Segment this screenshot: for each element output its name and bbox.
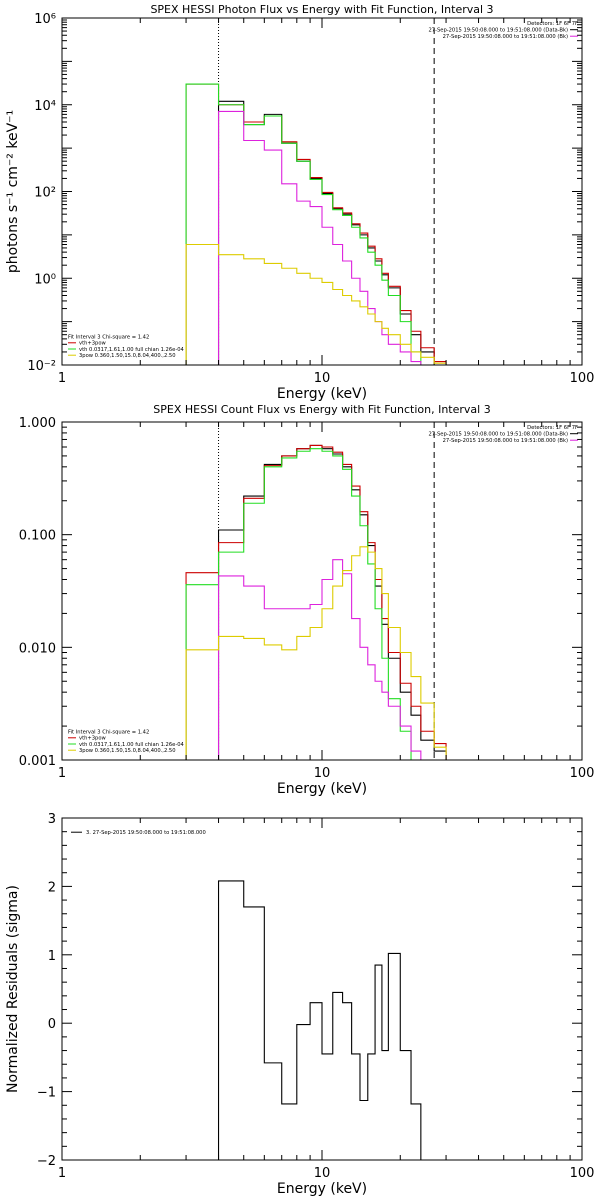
series-line — [217, 110, 422, 365]
chart-title: SPEX HESSI Photon Flux vs Energy with Fi… — [150, 3, 493, 16]
x-tick-label: 1 — [58, 766, 66, 781]
legend-top: 3. 27-Sep-2015 19:50:08.000 to 19:51:08.… — [71, 830, 206, 836]
chart-panel-3: 1 10 100 −2 −1 0 1 2 3 Energy (keV) Normalized Res… — [5, 812, 594, 1197]
x-axis-label: Energy (keV) — [277, 1181, 367, 1197]
y-tick-label: 2 — [48, 880, 56, 895]
legend-heading: Fit Interval 3 Chi-square = 1.42 — [68, 334, 149, 340]
series-line — [185, 243, 447, 365]
x-tick-label: 100 — [570, 766, 595, 781]
legend-heading: Fit Interval 3 Chi-square = 1.42 — [68, 729, 149, 735]
y-tick-label: 1.000 — [19, 416, 56, 431]
y-tick-label: 10⁰ — [34, 272, 56, 287]
legend-entry: 3. 27-Sep-2015 19:50:08.000 to 19:51:08.… — [86, 830, 206, 836]
x-tick-label: 100 — [570, 371, 595, 386]
series-line — [185, 83, 422, 365]
x-axis-label: Energy (keV) — [277, 386, 367, 402]
y-tick-label: 10⁻² — [27, 359, 56, 374]
legend-entry: vth+3pow — [79, 736, 107, 742]
x-axis-label: Energy (keV) — [277, 781, 367, 797]
legend-bottom: Fit Interval 3 Chi-square = 1.42vth+3pow… — [68, 729, 184, 754]
y-tick-label: 1 — [48, 949, 56, 964]
legend-entry: vth+3pow — [79, 341, 107, 347]
y-tick-label: 0.010 — [19, 641, 56, 656]
y-tick-label: 10⁴ — [34, 99, 56, 114]
series-line — [185, 448, 421, 760]
y-tick-label: −1 — [37, 1086, 56, 1101]
series-group — [185, 448, 421, 760]
legend-entry: 3pow 0.360,1.50,15.0,8.04,400.,2.50 — [79, 353, 176, 359]
series-line — [185, 83, 447, 365]
y-tick-label: 3 — [48, 812, 56, 827]
series-group — [185, 243, 447, 365]
y-axis-label: Normalized Residuals (sigma) — [5, 885, 21, 1093]
legend-entry: 3pow 0.360,1.50,15.0,8.04,400.,2.50 — [79, 748, 176, 754]
y-tick-label: 0.001 — [19, 754, 56, 769]
x-tick-label: 1 — [58, 1166, 66, 1181]
x-tick-label: 10 — [314, 371, 331, 386]
y-tick-label: 10² — [34, 186, 56, 201]
legend-entry: 27-Sep-2015 19:50:08.000 to 19:51:08.000… — [428, 432, 568, 438]
legend-entry: vth 0.0317,1.61,1.00 full chian 1.26e-04 — [79, 742, 184, 748]
legend-entry: 27-Sep-2015 19:50:08.000 to 19:51:08.000… — [443, 438, 568, 444]
series-group — [185, 83, 422, 365]
x-tick-label: 10 — [314, 766, 331, 781]
chart-panel-1: SPEX HESSI Photon Flux vs Energy with Fi… — [5, 3, 594, 402]
chart-title: SPEX HESSI Count Flux vs Energy with Fit… — [153, 403, 490, 416]
chart-panel-2: SPEX HESSI Count Flux vs Energy with Fit… — [19, 403, 595, 797]
legend-bottom: Fit Interval 3 Chi-square = 1.42vth+3pow… — [68, 334, 184, 359]
series-group — [185, 83, 447, 365]
series-group — [217, 559, 422, 760]
series-group — [217, 880, 435, 1160]
legend-heading: Detectors: 1F 6F 7F — [527, 21, 578, 27]
y-tick-label: 0.100 — [19, 529, 56, 544]
x-tick-label: 10 — [314, 1166, 331, 1181]
x-tick-label: 100 — [570, 1166, 595, 1181]
plot-frame — [61, 817, 583, 1161]
series-line — [217, 559, 422, 760]
series-group — [217, 110, 422, 365]
series-group — [185, 546, 447, 760]
legend-entry: 27-Sep-2015 19:50:08.000 to 19:51:08.000… — [428, 28, 568, 34]
x-tick-label: 1 — [58, 371, 66, 386]
legend-entry: 27-Sep-2015 19:50:08.000 to 19:51:08.000… — [443, 34, 568, 40]
legend-heading: Detectors: 1F 6F 7F — [527, 425, 578, 431]
series-line — [185, 546, 447, 760]
y-axis-label: photons s⁻¹ cm⁻² keV⁻¹ — [5, 110, 21, 273]
series-line — [217, 880, 435, 1160]
y-tick-label: −2 — [37, 1154, 56, 1169]
legend-entry: vth 0.0317,1.61,1.00 full chian 1.26e-04 — [79, 347, 184, 353]
series-group — [185, 444, 447, 760]
y-tick-label: 10⁶ — [34, 12, 56, 27]
series-line — [185, 444, 447, 760]
y-tick-label: 0 — [48, 1017, 56, 1032]
